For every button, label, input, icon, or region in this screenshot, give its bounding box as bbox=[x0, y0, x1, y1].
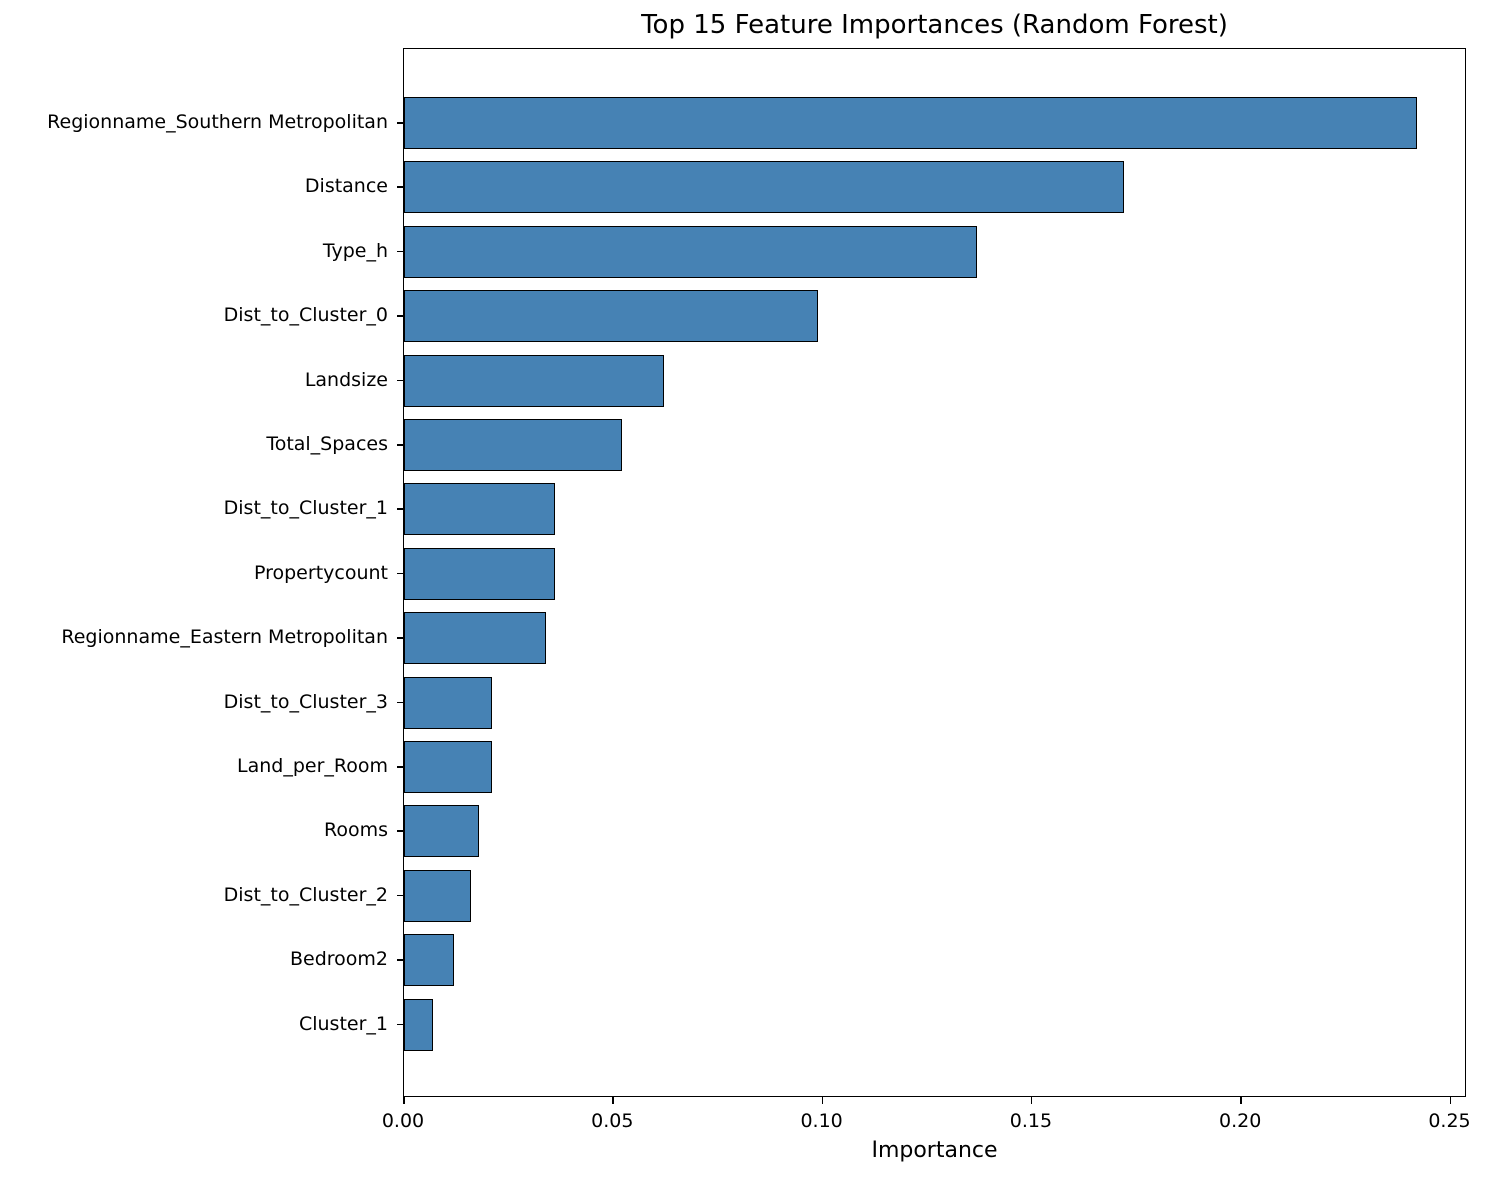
y-tick bbox=[397, 1023, 403, 1026]
x-tick-label: 0.20 bbox=[1219, 1110, 1262, 1132]
y-tick bbox=[397, 894, 403, 897]
bar bbox=[404, 934, 455, 987]
y-tick bbox=[397, 701, 403, 704]
x-axis-label: Importance bbox=[871, 1138, 998, 1163]
bar bbox=[404, 676, 492, 729]
x-tick-label: 0.05 bbox=[591, 1110, 634, 1132]
bar bbox=[404, 805, 480, 858]
bar bbox=[404, 225, 978, 278]
bar bbox=[404, 161, 1124, 214]
x-tick-label: 0.10 bbox=[800, 1110, 843, 1132]
x-tick-label: 0.25 bbox=[1428, 1110, 1471, 1132]
y-tick-label: Dist_to_Cluster_2 bbox=[223, 883, 388, 906]
y-tick-label: Dist_to_Cluster_3 bbox=[223, 690, 388, 713]
x-tick bbox=[612, 1097, 614, 1104]
x-tick-label: 0.00 bbox=[381, 1110, 425, 1132]
bar bbox=[404, 547, 555, 600]
y-tick bbox=[397, 379, 403, 382]
chart-title: Top 15 Feature Importances (Random Fores… bbox=[641, 10, 1228, 40]
x-tick bbox=[1449, 1097, 1451, 1104]
y-tick bbox=[397, 186, 403, 188]
bar bbox=[404, 354, 664, 407]
y-tick-label: Bedroom2 bbox=[289, 948, 388, 971]
x-tick-label: 0.15 bbox=[1009, 1110, 1053, 1132]
y-tick bbox=[397, 315, 403, 317]
y-tick bbox=[397, 766, 403, 768]
y-tick-label: Regionname_Southern Metropolitan bbox=[47, 111, 388, 133]
y-tick-label: Dist_to_Cluster_0 bbox=[223, 304, 388, 327]
y-tick-label: Rooms bbox=[323, 819, 388, 842]
y-tick bbox=[397, 959, 403, 961]
bar bbox=[404, 483, 555, 536]
y-tick-label: Landsize bbox=[304, 368, 388, 391]
y-tick bbox=[397, 830, 403, 832]
y-tick bbox=[397, 444, 403, 446]
y-tick-label: Distance bbox=[304, 175, 388, 198]
y-tick bbox=[397, 122, 403, 124]
bar bbox=[404, 97, 1417, 149]
y-tick-label: Propertycount bbox=[253, 561, 388, 584]
bar bbox=[404, 612, 547, 665]
bar bbox=[404, 998, 434, 1051]
y-tick-label: Type_h bbox=[322, 239, 388, 262]
bar bbox=[404, 290, 819, 343]
y-tick-label: Dist_to_Cluster_1 bbox=[223, 497, 388, 520]
y-tick bbox=[397, 572, 403, 575]
bar bbox=[404, 419, 622, 471]
y-tick bbox=[397, 637, 403, 639]
bar bbox=[404, 869, 471, 922]
y-tick-label: Regionname_Eastern Metropolitan bbox=[61, 626, 388, 649]
x-tick bbox=[1240, 1097, 1242, 1104]
plot-area bbox=[403, 48, 1466, 1097]
x-tick bbox=[821, 1097, 824, 1104]
x-tick bbox=[403, 1097, 405, 1104]
y-tick-label: Cluster_1 bbox=[298, 1012, 388, 1035]
y-tick-label: Land_per_Room bbox=[237, 755, 388, 777]
bar bbox=[404, 741, 492, 793]
y-tick bbox=[397, 508, 403, 510]
y-tick bbox=[397, 250, 403, 253]
x-tick bbox=[1030, 1097, 1033, 1104]
y-tick-label: Total_Spaces bbox=[266, 433, 388, 455]
